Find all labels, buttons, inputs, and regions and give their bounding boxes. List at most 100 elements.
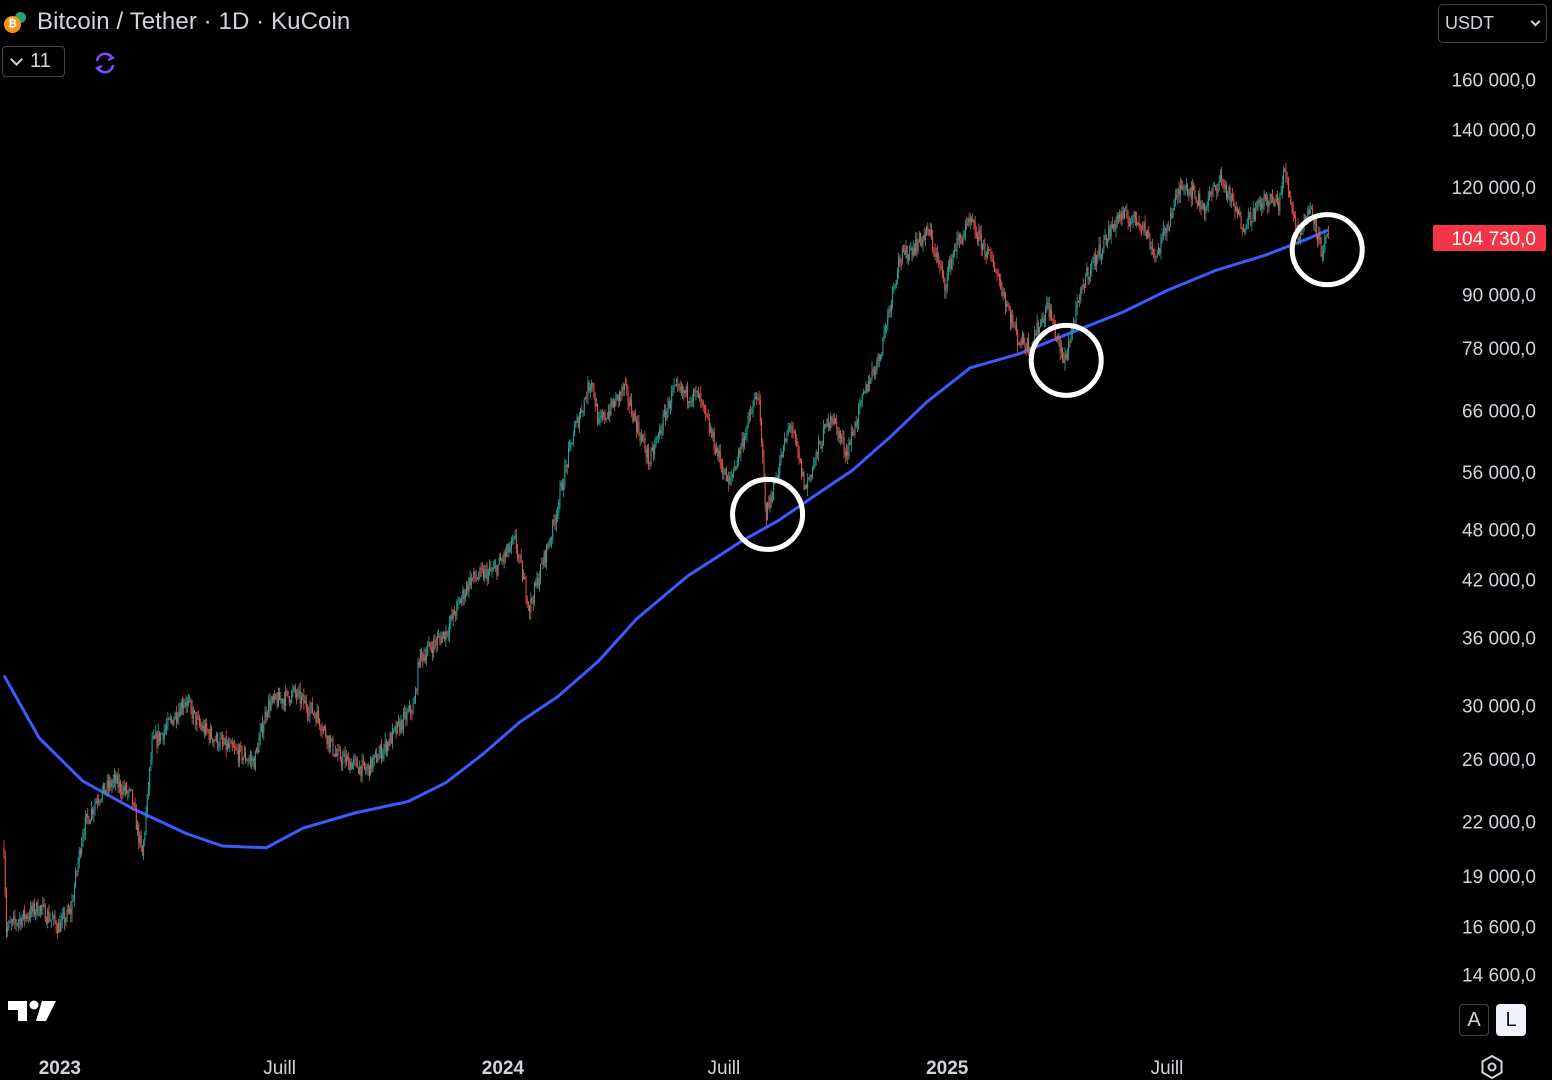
candle (628, 397, 630, 414)
candle (693, 388, 695, 409)
candle (141, 844, 143, 856)
candle (1165, 227, 1167, 240)
candle (347, 753, 349, 762)
auto-scale-button[interactable]: A (1459, 1004, 1489, 1036)
candle (968, 212, 970, 227)
candle (1081, 284, 1083, 295)
candle (1183, 184, 1185, 196)
candle (124, 782, 126, 797)
candle (957, 230, 959, 246)
candle (140, 830, 142, 852)
candle (428, 636, 430, 647)
candle (1086, 262, 1088, 277)
candle (70, 900, 72, 923)
candle (96, 794, 98, 810)
candle (1054, 319, 1056, 342)
candle (423, 647, 425, 663)
candle (695, 385, 697, 401)
candle (25, 913, 27, 923)
candle (135, 804, 137, 831)
log-scale-button[interactable]: L (1496, 1004, 1526, 1036)
candle (1201, 200, 1203, 210)
candle (172, 719, 174, 726)
candle (161, 731, 163, 735)
candle (354, 753, 356, 766)
candle (893, 282, 895, 294)
candle (888, 305, 890, 318)
candle (277, 687, 279, 708)
candle (248, 754, 250, 765)
candle (879, 354, 881, 362)
candle (111, 778, 113, 793)
candle (1148, 225, 1150, 239)
candle (901, 245, 903, 266)
candle (954, 244, 956, 258)
candle (315, 712, 317, 726)
candle (1242, 223, 1244, 233)
candle (60, 913, 62, 933)
candle (450, 614, 452, 630)
candle (55, 920, 57, 934)
candle (1185, 177, 1187, 192)
candle (787, 422, 789, 436)
y-tick-label: 48 000,0 (1462, 521, 1536, 542)
candle (214, 736, 216, 742)
candle (869, 374, 871, 392)
candle (200, 718, 202, 731)
candle (739, 447, 741, 458)
candle (61, 908, 63, 929)
candle (1143, 220, 1145, 236)
candle (489, 559, 491, 577)
candle (95, 797, 97, 805)
candle (332, 735, 334, 757)
candle (517, 544, 519, 562)
candle (680, 381, 682, 397)
candle (327, 735, 329, 752)
candle (757, 393, 759, 401)
candle (873, 365, 875, 380)
candle (1250, 207, 1252, 226)
candle (990, 247, 992, 262)
candle (479, 566, 481, 580)
candle (843, 430, 845, 459)
candle (1327, 225, 1329, 240)
currency-selector[interactable]: USDT (1438, 4, 1547, 43)
candle (793, 429, 795, 434)
indicators-toggle-button[interactable]: 11 (2, 46, 65, 77)
candle (376, 747, 378, 764)
candle (621, 384, 623, 401)
candle (981, 243, 983, 257)
symbol-title[interactable]: Bitcoin / Tether · 1D · KuCoin (37, 8, 351, 35)
settings-gear-icon[interactable] (1480, 1055, 1504, 1079)
candle (1240, 211, 1242, 230)
candle (771, 491, 773, 504)
candle (992, 254, 994, 268)
candle (1068, 335, 1070, 361)
candle (1318, 226, 1320, 246)
candle (742, 431, 744, 453)
candle (966, 217, 968, 231)
candle (1166, 223, 1168, 242)
candle (118, 773, 120, 794)
candle (252, 755, 254, 767)
candle (1266, 191, 1268, 206)
sync-icon[interactable] (92, 50, 118, 76)
tradingview-logo (8, 1000, 56, 1021)
candle (246, 758, 248, 762)
candle (89, 819, 91, 825)
indicator-count: 11 (30, 50, 51, 72)
candle (627, 385, 629, 411)
candle (1022, 330, 1024, 346)
candle (113, 767, 115, 788)
candle (258, 733, 260, 753)
candle (5, 887, 7, 939)
candle (520, 548, 522, 563)
candle (497, 563, 499, 577)
candle (527, 601, 529, 611)
candle (951, 254, 953, 271)
candle (572, 430, 574, 447)
candle (713, 427, 715, 455)
candle (242, 756, 244, 766)
candle (390, 731, 392, 744)
